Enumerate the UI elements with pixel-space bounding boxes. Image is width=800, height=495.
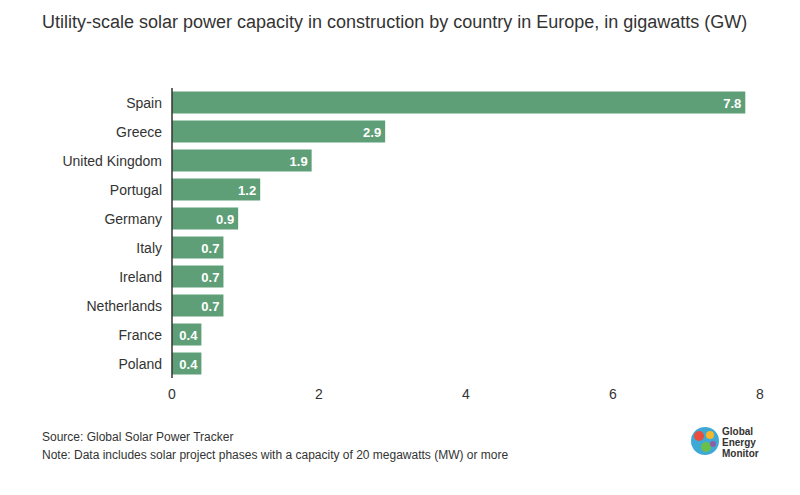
logo-spot: [694, 431, 704, 441]
bar: [172, 324, 201, 346]
bar: [172, 92, 745, 114]
title: Utility-scale solar power capacity in co…: [42, 10, 787, 35]
bar: [172, 208, 238, 230]
data-label: 2.9: [363, 125, 381, 140]
logo-globe: [691, 427, 719, 455]
bar: [172, 237, 223, 259]
category-label: Germany: [104, 211, 162, 227]
bars: [172, 92, 745, 375]
data-label: 0.4: [179, 328, 198, 343]
category-label: Ireland: [119, 269, 162, 285]
logo-spot: [701, 442, 711, 452]
chart: Spain 7.8 Greece 2.9 United Kingdom 1.9 Portug…: [0, 0, 800, 495]
tick-label: 2: [315, 386, 323, 402]
tick-label: 4: [462, 386, 470, 402]
axis-line: [171, 88, 173, 378]
data-label: 0.4: [179, 357, 198, 372]
logo-icon: [691, 427, 719, 455]
category-label: Spain: [126, 95, 162, 111]
note: Note: Data includes solar project phases…: [42, 448, 509, 462]
bar: [172, 150, 312, 172]
bar: [172, 353, 201, 375]
data-label: 7.8: [723, 96, 741, 111]
category-label: Netherlands: [87, 298, 163, 314]
source: Source: Global Solar Power Tracker: [42, 430, 233, 444]
bar: [172, 295, 223, 317]
tick-label: 8: [756, 386, 764, 402]
logo-spot: [710, 441, 716, 447]
tick-label: 6: [609, 386, 617, 402]
bar: [172, 179, 260, 201]
category-label: United Kingdom: [62, 153, 162, 169]
tick-label: 0: [168, 386, 176, 402]
bar: [172, 121, 385, 143]
data-label: 1.9: [290, 154, 308, 169]
data-label: 0.7: [201, 299, 219, 314]
data-label: 0.7: [201, 270, 219, 285]
labels: Spain 7.8 Greece 2.9 United Kingdom 1.9 Portug…: [62, 95, 764, 403]
data-label: 0.9: [216, 212, 234, 227]
category-label: Poland: [118, 356, 162, 372]
category-label: Portugal: [110, 182, 162, 198]
category-label: Greece: [116, 124, 162, 140]
data-label: 1.2: [238, 183, 256, 198]
category-label: France: [118, 327, 162, 343]
logo-text: Global Energy Monitor: [722, 426, 774, 459]
logo-spot: [706, 431, 714, 439]
data-label: 0.7: [201, 241, 219, 256]
category-label: Italy: [136, 240, 162, 256]
bar: [172, 266, 223, 288]
